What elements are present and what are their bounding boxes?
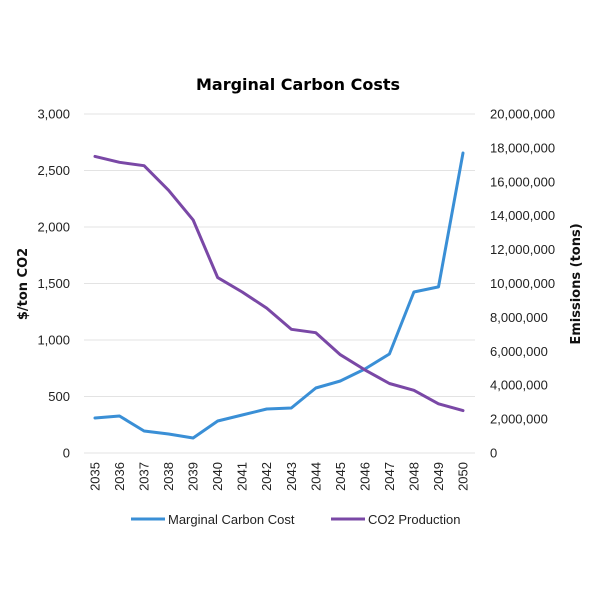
left-axis-ticks: 0 500 1,000 1,500 2,000 2,500 3,000 bbox=[37, 107, 70, 461]
x-tick-label: 2047 bbox=[382, 462, 397, 491]
data-point-co2-production bbox=[388, 382, 391, 385]
data-point-co2-production bbox=[94, 155, 97, 158]
x-tick-label: 2042 bbox=[259, 462, 274, 491]
x-tick-label: 2046 bbox=[357, 462, 372, 491]
y2-tick-label: 4,000,000 bbox=[490, 378, 548, 393]
data-point-co2-production bbox=[290, 328, 293, 331]
left-axis-label: $/ton CO2 bbox=[16, 248, 31, 320]
data-point-co2-production bbox=[314, 331, 317, 334]
x-tick-label: 2045 bbox=[333, 462, 348, 491]
y2-tick-label: 0 bbox=[490, 446, 497, 461]
data-point-co2-production bbox=[167, 189, 170, 192]
data-point-marginal-carbon-cost bbox=[314, 387, 317, 390]
x-tick-label: 2048 bbox=[406, 462, 421, 491]
x-tick-label: 2036 bbox=[112, 462, 127, 491]
x-tick-label: 2039 bbox=[186, 462, 201, 491]
data-point-co2-production bbox=[265, 307, 268, 310]
data-point-marginal-carbon-cost bbox=[94, 417, 97, 420]
data-point-co2-production bbox=[118, 161, 121, 164]
x-tick-label: 2041 bbox=[235, 462, 250, 491]
x-tick-label: 2043 bbox=[284, 462, 299, 491]
y-tick-label: 500 bbox=[48, 389, 70, 404]
y2-tick-label: 14,000,000 bbox=[490, 208, 555, 223]
x-tick-label: 2040 bbox=[210, 462, 225, 491]
series-lines bbox=[93, 151, 465, 440]
y2-tick-label: 12,000,000 bbox=[490, 242, 555, 257]
data-point-co2-production bbox=[339, 353, 342, 356]
legend-label-marginal-carbon-cost: Marginal Carbon Cost bbox=[168, 512, 295, 527]
data-point-co2-production bbox=[216, 276, 219, 279]
y2-tick-label: 18,000,000 bbox=[490, 140, 555, 155]
data-point-marginal-carbon-cost bbox=[241, 414, 244, 417]
data-point-marginal-carbon-cost bbox=[143, 430, 146, 433]
x-tick-label: 2050 bbox=[456, 462, 471, 491]
right-axis-label: Emissions (tons) bbox=[569, 223, 584, 344]
data-point-marginal-carbon-cost bbox=[216, 420, 219, 423]
x-tick-label: 2038 bbox=[161, 462, 176, 491]
data-point-marginal-carbon-cost bbox=[462, 152, 465, 155]
x-tick-label: 2044 bbox=[308, 462, 323, 491]
y2-tick-label: 10,000,000 bbox=[490, 276, 555, 291]
y-tick-label: 1,500 bbox=[37, 276, 70, 291]
y-tick-label: 2,000 bbox=[37, 220, 70, 235]
x-tick-label: 2035 bbox=[88, 462, 103, 491]
data-point-marginal-carbon-cost bbox=[339, 380, 342, 383]
x-tick-label: 2037 bbox=[137, 462, 152, 491]
chart-title: Marginal Carbon Costs bbox=[196, 75, 400, 94]
data-point-co2-production bbox=[241, 291, 244, 294]
y2-tick-label: 2,000,000 bbox=[490, 412, 548, 427]
y-tick-label: 3,000 bbox=[37, 107, 70, 122]
x-tick-label: 2049 bbox=[431, 462, 446, 491]
y-tick-label: 1,000 bbox=[37, 333, 70, 348]
data-point-co2-production bbox=[462, 409, 465, 412]
data-point-marginal-carbon-cost bbox=[118, 415, 121, 418]
data-point-co2-production bbox=[437, 402, 440, 405]
y2-tick-label: 8,000,000 bbox=[490, 310, 548, 325]
y2-tick-label: 16,000,000 bbox=[490, 174, 555, 189]
data-point-marginal-carbon-cost bbox=[290, 407, 293, 410]
data-point-marginal-carbon-cost bbox=[388, 353, 391, 356]
data-point-co2-production bbox=[192, 218, 195, 221]
data-point-co2-production bbox=[143, 164, 146, 167]
series-line-marginal-carbon-cost bbox=[93, 151, 465, 440]
legend-label-co2-production: CO2 Production bbox=[368, 512, 461, 527]
data-point-marginal-carbon-cost bbox=[412, 291, 415, 294]
y-tick-label: 2,500 bbox=[37, 163, 70, 178]
data-point-co2-production bbox=[363, 368, 366, 371]
data-point-marginal-carbon-cost bbox=[167, 433, 170, 436]
data-point-co2-production bbox=[412, 389, 415, 392]
data-point-marginal-carbon-cost bbox=[265, 408, 268, 411]
legend: Marginal Carbon Cost CO2 Production bbox=[131, 512, 461, 527]
series-line-co2-production bbox=[93, 154, 465, 413]
y2-tick-label: 6,000,000 bbox=[490, 344, 548, 359]
y2-tick-label: 20,000,000 bbox=[490, 107, 555, 122]
y-tick-label: 0 bbox=[63, 446, 70, 461]
x-axis-ticks: 2035 2036 2037 2038 2039 2040 2041 2042 2043 2044… bbox=[88, 462, 471, 491]
data-point-marginal-carbon-cost bbox=[437, 285, 440, 288]
right-axis-ticks: 0 2,000,000 4,000,000 6,000,000 8,000,000 10,… bbox=[490, 107, 555, 461]
data-point-marginal-carbon-cost bbox=[192, 437, 195, 440]
